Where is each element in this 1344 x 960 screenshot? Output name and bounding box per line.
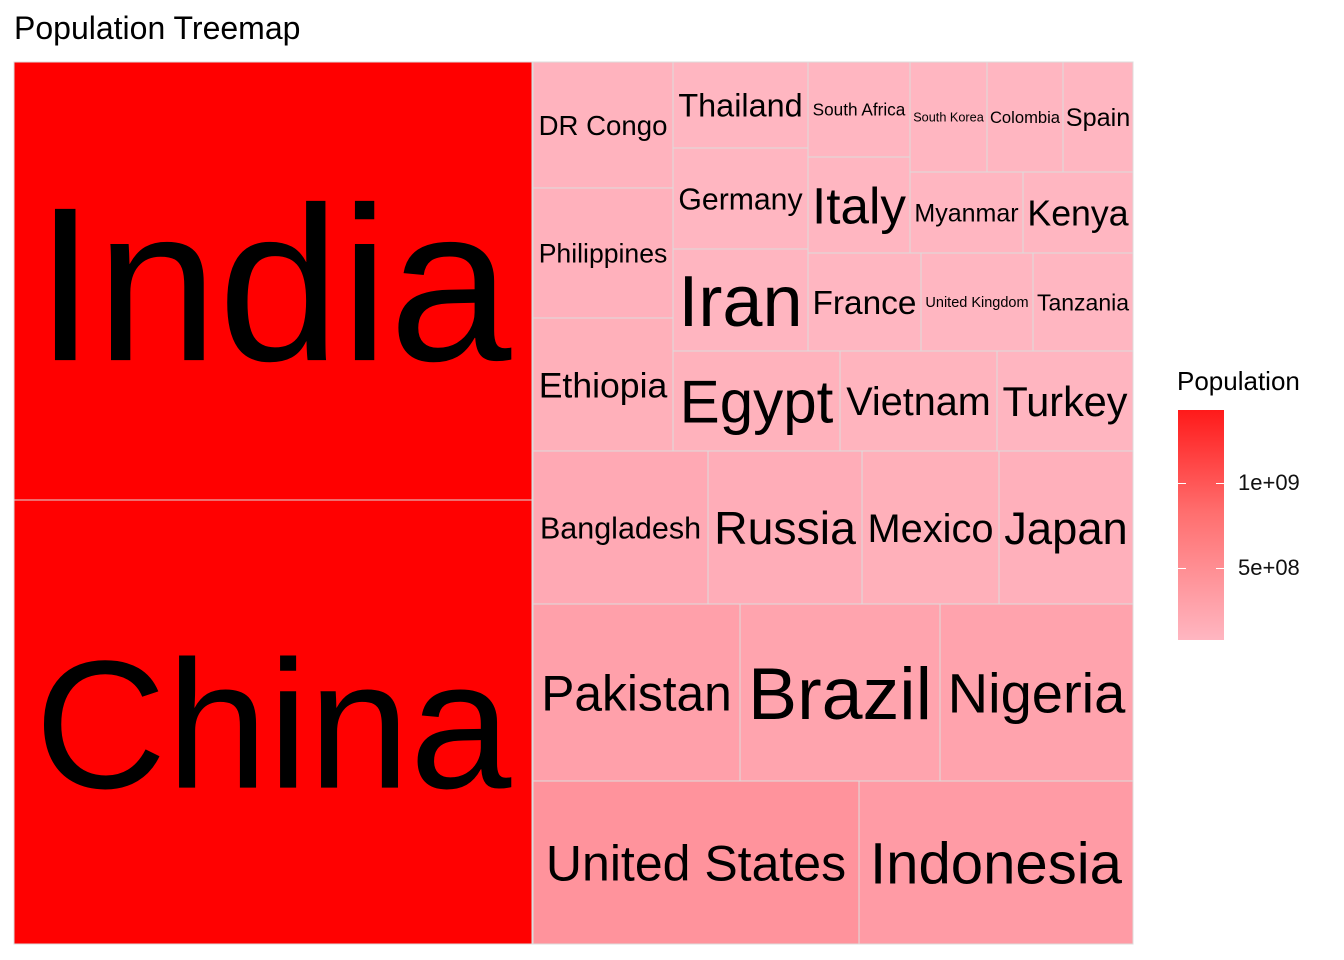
legend-tick-left xyxy=(1178,568,1186,570)
tile-south-africa xyxy=(807,61,911,158)
tile-china xyxy=(13,499,533,945)
tile-label-thailand: Thailand xyxy=(678,88,802,124)
tile-kenya xyxy=(1022,171,1134,254)
tile-label-south-africa: South Africa xyxy=(813,100,906,120)
legend-tick-label: 5e+08 xyxy=(1238,555,1300,581)
tile-label-colombia: Colombia xyxy=(990,108,1061,127)
tile-label-france: France xyxy=(813,285,917,322)
tile-italy xyxy=(807,156,911,254)
tile-label-united-states: United States xyxy=(546,835,846,891)
legend-tick-right xyxy=(1216,568,1224,570)
tile-label-brazil: Brazil xyxy=(748,652,932,735)
tile-turkey xyxy=(996,350,1134,452)
tile-label-spain: Spain xyxy=(1066,104,1130,132)
tile-label-turkey: Turkey xyxy=(1003,379,1128,425)
tile-label-pakistan: Pakistan xyxy=(541,665,732,721)
tile-russia xyxy=(707,450,863,605)
tile-label-germany: Germany xyxy=(678,183,803,216)
tile-label-indonesia: Indonesia xyxy=(870,831,1123,896)
tile-japan xyxy=(998,450,1134,605)
tile-india xyxy=(13,61,533,501)
chart-title: Population Treemap xyxy=(14,10,301,46)
tile-label-vietnam: Vietnam xyxy=(846,380,990,424)
tile-france xyxy=(807,252,922,352)
tile-bangladesh xyxy=(532,450,709,605)
tile-label-myanmar: Myanmar xyxy=(914,199,1018,227)
tile-label-egypt: Egypt xyxy=(680,369,834,436)
legend-title: Population xyxy=(1177,366,1300,396)
tile-label-south-korea: South Korea xyxy=(913,111,984,125)
tile-label-japan: Japan xyxy=(1004,503,1127,554)
tile-label-china: China xyxy=(35,623,512,827)
tile-philippines xyxy=(532,187,674,319)
tile-dr-congo xyxy=(532,61,674,189)
legend-tick-right xyxy=(1216,483,1224,485)
tile-tanzania xyxy=(1032,252,1134,352)
tile-mexico xyxy=(861,450,1000,605)
tile-egypt xyxy=(672,350,841,452)
tile-ethiopia xyxy=(532,317,674,452)
tile-label-mexico: Mexico xyxy=(867,507,993,551)
tile-united-states xyxy=(532,780,860,945)
tile-label-dr-congo: DR Congo xyxy=(539,110,668,141)
tile-nigeria xyxy=(939,603,1134,782)
tile-label-philippines: Philippines xyxy=(539,239,668,269)
tile-germany xyxy=(672,147,809,250)
tile-brazil xyxy=(739,603,941,782)
tile-label-tanzania: Tanzania xyxy=(1037,289,1129,315)
tile-label-ethiopia: Ethiopia xyxy=(539,365,668,405)
tile-label-russia: Russia xyxy=(714,502,856,554)
tile-label-bangladesh: Bangladesh xyxy=(540,511,701,545)
tile-pakistan xyxy=(532,603,741,782)
tile-label-nigeria: Nigeria xyxy=(948,662,1127,725)
tile-south-korea xyxy=(909,61,988,173)
tile-indonesia xyxy=(858,780,1134,945)
tile-label-india: India xyxy=(35,161,512,407)
legend-colorbar xyxy=(1178,410,1224,640)
tile-label-united-kingdom: United Kingdom xyxy=(925,295,1028,311)
legend-tick-label: 1e+09 xyxy=(1238,470,1300,496)
tile-iran xyxy=(672,248,809,352)
tile-united-kingdom xyxy=(920,252,1034,352)
tile-spain xyxy=(1062,61,1134,173)
tile-label-italy: Italy xyxy=(812,177,906,234)
tile-vietnam xyxy=(839,350,998,452)
legend-tick-left xyxy=(1178,483,1186,485)
tile-thailand xyxy=(672,61,809,149)
tile-label-iran: Iran xyxy=(678,262,802,342)
tile-label-kenya: Kenya xyxy=(1027,193,1128,233)
